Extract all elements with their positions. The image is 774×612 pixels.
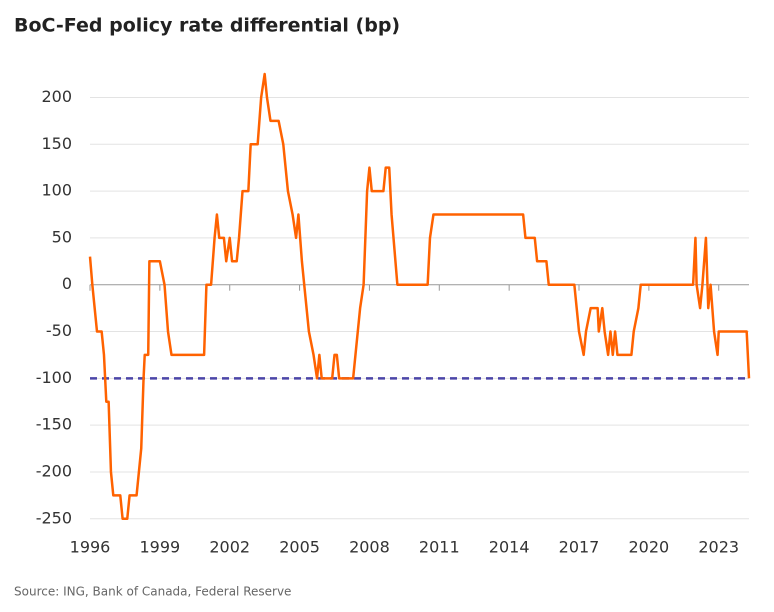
y-tick-label: 150 — [41, 134, 72, 153]
y-tick-label: -200 — [36, 461, 72, 480]
chart-title: BoC-Fed policy rate differential (bp) — [14, 15, 400, 37]
x-tick-label: 2008 — [349, 538, 390, 557]
y-tick-label: 50 — [52, 227, 72, 246]
y-tick-label: -100 — [36, 368, 72, 387]
y-tick-label: -50 — [46, 321, 72, 340]
y-tick-label: 0 — [62, 274, 72, 293]
y-tick-label: -250 — [36, 508, 72, 527]
x-tick-label: 2023 — [698, 538, 739, 557]
x-tick-label: 2005 — [279, 538, 320, 557]
x-tick-label: 2014 — [489, 538, 530, 557]
x-tick-label: 1996 — [70, 538, 111, 557]
x-tick-label: 2020 — [629, 538, 670, 557]
x-tick-label: 2002 — [209, 538, 250, 557]
y-tick-label: 100 — [41, 181, 72, 200]
source-note: Source: ING, Bank of Canada, Federal Res… — [14, 585, 291, 599]
x-tick-label: 2011 — [419, 538, 460, 557]
y-tick-label: 200 — [41, 87, 72, 106]
x-tick-label: 1999 — [139, 538, 180, 557]
x-tick-label: 2017 — [559, 538, 600, 557]
y-tick-label: -150 — [36, 415, 72, 434]
data-line — [88, 72, 751, 521]
